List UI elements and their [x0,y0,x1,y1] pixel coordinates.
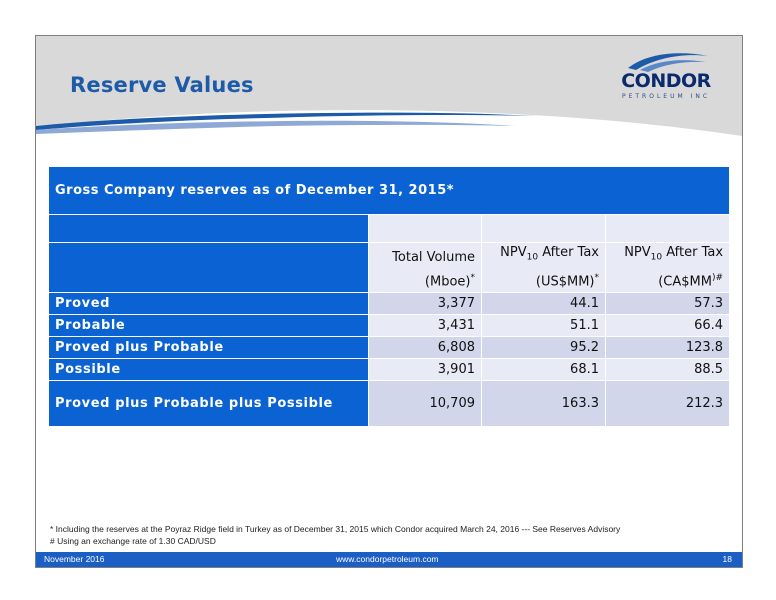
npv-us-cell: 68.1 [481,357,606,381]
logo-subtitle: PETROLEUM INC [621,93,711,100]
table-caption-row: Gross Company reserves as of December 31… [47,166,731,215]
condor-logo: CONDOR PETROLEUM INC [616,50,716,110]
logo-wordmark: CONDOR [621,70,711,92]
reserves-table: Gross Company reserves as of December 31… [47,166,731,427]
page-title: Reserve Values [70,73,254,97]
npv-ca-cell: 123.8 [604,335,731,359]
volume-cell: 10,709 [368,379,482,427]
npv-ca-cell: 66.4 [604,313,731,337]
column-header-volume: Total Volume (Mboe)* [368,242,482,293]
footer-bar: November 2016 www.condorpetroleum.com 18 [36,552,742,567]
table-row: Proved plus Probable plus Possible 10,70… [48,379,731,427]
row-label: Proved plus Probable [48,335,369,359]
footnotes: * Including the reserves at the Poyraz R… [50,523,620,547]
table-row: Possible 3,901 68.1 88.5 [48,357,731,381]
footnote-reserves: * Including the reserves at the Poyraz R… [50,524,621,534]
row-label: Proved plus Probable plus Possible [48,379,369,427]
footnote-exchange-rate: # Using an exchange rate of 1.30 CAD/USD [50,536,216,546]
volume-cell: 3,431 [368,313,482,337]
header-band [36,36,742,136]
column-header-npv-us: NPV10 After Tax (US$MM)* [481,242,606,293]
page-number: 18 [722,554,732,564]
npv-us-cell: 44.1 [481,291,606,315]
footer-url[interactable]: www.condorpetroleum.com [336,554,439,564]
table-row: Proved plus Probable 6,808 95.2 123.8 [48,335,731,359]
volume-cell: 3,901 [368,357,482,381]
column-header-npv-ca: NPV10 After Tax (CA$MM)# [604,242,731,293]
npv-ca-cell: 212.3 [604,379,731,427]
table-header-row: Total Volume (Mboe)* NPV10 After Tax (US… [48,242,731,293]
table-spacer-row [48,214,731,243]
volume-cell: 6,808 [368,335,482,359]
row-label: Possible [48,357,369,381]
row-label: Proved [48,291,369,315]
footer-date: November 2016 [44,554,105,564]
table-row: Proved 3,377 44.1 57.3 [48,291,731,315]
logo-swoosh-icon [628,53,708,72]
row-label: Probable [48,313,369,337]
npv-us-cell: 163.3 [481,379,606,427]
npv-us-cell: 95.2 [481,335,606,359]
table-row: Probable 3,431 51.1 66.4 [48,313,731,337]
npv-ca-cell: 88.5 [604,357,731,381]
npv-ca-cell: 57.3 [604,291,731,315]
slide: Reserve Values CONDOR PETROLEUM INC Gros… [35,35,743,568]
volume-cell: 3,377 [368,291,482,315]
npv-us-cell: 51.1 [481,313,606,337]
table-caption: Gross Company reserves as of December 31… [47,166,731,215]
